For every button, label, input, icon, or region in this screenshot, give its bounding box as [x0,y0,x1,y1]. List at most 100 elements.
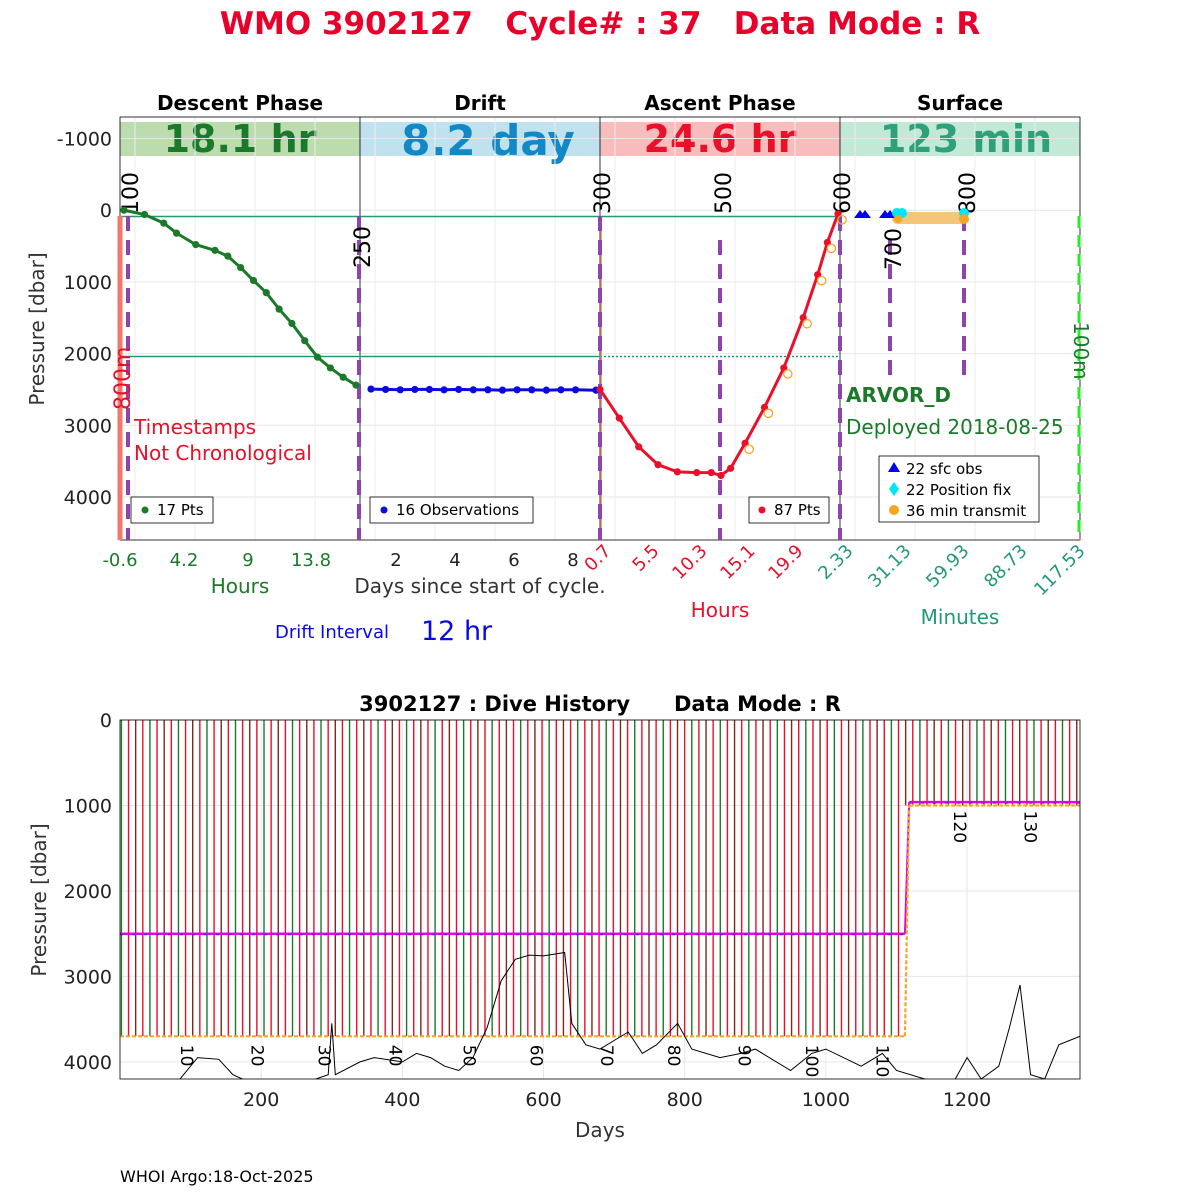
surface-legend-obs: 22 sfc obs [906,460,983,478]
descent-legend: 17 Pts [130,496,214,524]
dive-history-chart: 3902127 : Dive History Data Mode : R 10 2… [27,692,1081,1142]
cycle-label: 60 [525,1045,545,1067]
marker-label-800: 800 [956,172,981,214]
ascent-line [598,213,840,478]
ascent-duplicate-marker [837,214,847,225]
descent-point [237,263,245,272]
surface-markers [854,208,969,224]
descent-line [123,208,357,387]
bottom-y-tick-label: 2000 [64,881,112,903]
sfc-obs-triangle [859,210,871,218]
cycle-label: 80 [663,1045,683,1067]
descent-x-tick: -0.6 [102,550,137,571]
descent-point [140,210,149,219]
cycle-label: 40 [384,1045,404,1067]
descent-x-tick: 4.2 [170,550,199,571]
phase-label-surface: Surface [917,91,1003,115]
top-y-tick-label: 1000 [64,272,112,294]
dive-history-title: 3902127 : Dive History Data Mode : R [359,692,841,716]
ascent-x-label: Hours [691,598,750,622]
phase-label-ascent: Ascent Phase [644,91,795,115]
bottom-x-tick-label: 400 [384,1089,420,1111]
ascent-duplicate-marker [763,408,774,419]
ascent-x-tick: 5.5 [628,541,663,576]
bottom-y-tick-label: 0 [100,710,112,732]
drift-x-label: Days since start of cycle. [354,574,605,598]
top-y-axis-label: Pressure [dbar] [25,252,49,405]
drift-point [411,385,419,394]
cycle-label: 120 [949,811,969,843]
descent-x-tick: 13.8 [291,550,331,571]
descent-point [120,206,128,214]
ascent-point [727,464,735,472]
ascent-point [673,468,681,476]
descent-point [172,229,181,237]
top-y-tick-label: 3000 [64,415,112,437]
descent-point [262,289,270,297]
marker-label-500: 500 [712,172,737,214]
bottom-y-tick-label: 3000 [64,966,112,988]
cycle-label: 10 [176,1045,196,1067]
phase-markers [126,216,966,540]
top-series [120,206,847,480]
ascent-point [596,385,604,394]
cycle-label: 110 [871,1045,891,1077]
drift-point [440,386,448,394]
drift-point [528,386,536,394]
footer-credit: WHOI Argo:18-Oct-2025 [120,1167,314,1186]
descent-point [288,319,296,328]
descent-point [339,373,347,381]
cycle-label: 50 [458,1045,478,1067]
descent-point [211,246,219,254]
drift-point [382,385,390,394]
drift-point [425,385,434,394]
profile-depth-transition [903,805,911,1037]
top-y-tick-labels: -1000 0 1000 2000 3000 4000 [57,129,112,509]
drift-point [484,386,492,394]
bottom-x-tick-labels: 200 400 600 800 1000 1200 [243,1089,991,1111]
drift-line [370,387,597,392]
marker-label-300: 300 [591,172,616,214]
drift-x-tick: 8 [567,550,578,571]
bottom-y-axis-label: Pressure [dbar] [27,823,51,976]
drift-x-tick: 4 [449,550,460,571]
surface-x-tick: 59.93 [922,541,973,592]
figure-title: WMO 3902127 Cycle# : 37 Data Mode : R [220,6,981,42]
descent-point [192,241,200,249]
drift-legend-text: 16 Observations [396,501,519,519]
bottom-y-tick-label: 4000 [64,1052,112,1074]
surface-x-tick: 88.73 [980,541,1031,592]
surface-x-label: Minutes [921,605,1000,629]
descent-x-tick: 9 [242,550,253,571]
transmit-bar [892,212,966,224]
deployed-date: Deployed 2018-08-25 [846,415,1064,439]
cycle-chart: Descent Phase Drift Ascent Phase Surface… [25,91,1093,647]
bottom-y-tick-labels: 0 1000 2000 3000 4000 [64,710,112,1074]
descent-point [275,305,283,313]
ascent-duplicate-marker [802,318,813,329]
bathymetry-line [179,951,1080,1079]
cycle-label: 20 [247,1045,267,1067]
drift-point [542,386,550,394]
descent-point [313,353,322,361]
bottom-x-tick-label: 1200 [943,1089,991,1111]
ascent-legend: 87 Pts [748,496,830,524]
cycle-label: 100 [801,1045,821,1077]
descent-point [326,364,334,372]
descent-point [352,381,360,389]
ascent-x-tick: 0.7 [580,541,615,576]
descent-point [160,219,168,227]
ascent-x-tick: 15.1 [716,541,759,584]
ascent-point [707,469,715,477]
timestamps-notice-line1: Timestamps [133,415,256,439]
bottom-axes-frame [119,719,1081,1080]
surface-x-tick: 31.13 [864,541,915,592]
bottom-series: 10 20 30 40 50 60 70 80 90 100 110 120 130 [120,720,1080,1079]
drift-point [513,386,521,394]
drift-point [469,386,477,394]
marker-label-250: 250 [351,226,376,268]
ascent-point [635,443,643,451]
surface-legend: 22 sfc obs 22 Position fix 36 min transm… [878,455,1040,523]
ascent-duplicate-marker [782,369,793,379]
